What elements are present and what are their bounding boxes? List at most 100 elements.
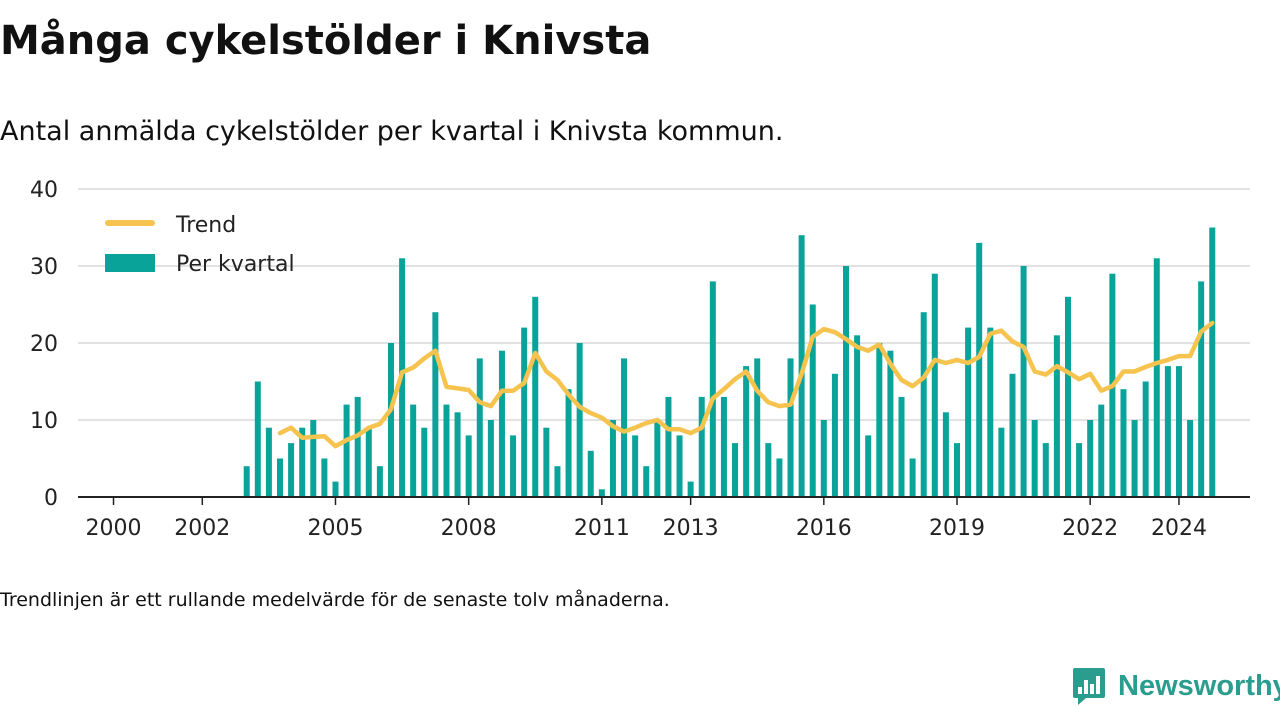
x-tick-label-2008: 2008 bbox=[441, 516, 497, 541]
x-tick-label-2011: 2011 bbox=[574, 516, 630, 541]
y-tick-label-20: 20 bbox=[30, 332, 58, 357]
bar bbox=[776, 458, 783, 497]
grid-lines bbox=[78, 188, 1250, 421]
bar-series bbox=[243, 227, 1216, 497]
bar bbox=[343, 404, 350, 497]
legend-label-per-kvartal: Per kvartal bbox=[176, 252, 295, 277]
bar bbox=[576, 343, 583, 497]
bar bbox=[1053, 335, 1060, 497]
bar bbox=[365, 427, 372, 497]
bar bbox=[465, 435, 472, 497]
bar bbox=[854, 335, 861, 497]
bar bbox=[598, 489, 605, 497]
bar bbox=[276, 458, 283, 497]
bar bbox=[609, 420, 616, 497]
bar bbox=[487, 420, 494, 497]
bar bbox=[676, 435, 683, 497]
bar bbox=[931, 273, 938, 497]
bar bbox=[510, 435, 517, 497]
bar bbox=[698, 396, 705, 497]
bar bbox=[954, 443, 960, 497]
bar bbox=[1209, 227, 1216, 497]
x-tick-label-2013: 2013 bbox=[663, 516, 719, 541]
x-axis: 2000 2002 2005 2008 2011 2013 2016 2019 2022 2024 bbox=[78, 496, 1250, 541]
bar bbox=[243, 466, 250, 497]
bar bbox=[976, 242, 983, 497]
x-tick-label-2000: 2000 bbox=[86, 516, 142, 541]
x-tick-label-2019: 2019 bbox=[929, 516, 985, 541]
bar bbox=[532, 296, 539, 497]
y-tick-label-30: 30 bbox=[30, 255, 58, 280]
bar bbox=[998, 427, 1005, 497]
bar bbox=[743, 366, 750, 497]
bar bbox=[387, 343, 394, 497]
bar bbox=[654, 420, 661, 497]
bar bbox=[1031, 420, 1038, 497]
bar bbox=[321, 458, 328, 497]
brand[interactable]: Newsworthy bbox=[1072, 666, 1280, 706]
bar bbox=[288, 443, 295, 497]
bar bbox=[299, 427, 306, 497]
bar bbox=[1042, 443, 1049, 497]
x-tick-label-2024: 2024 bbox=[1151, 516, 1207, 541]
bar bbox=[565, 389, 572, 497]
bar bbox=[310, 420, 317, 497]
bar bbox=[421, 427, 428, 497]
bar bbox=[820, 420, 827, 497]
bar bbox=[1175, 366, 1182, 497]
bar bbox=[454, 412, 461, 497]
trend-line bbox=[277, 320, 1215, 449]
bar bbox=[754, 358, 761, 497]
bar bbox=[1131, 420, 1138, 497]
legend-label-trend: Trend bbox=[175, 213, 236, 238]
bar bbox=[787, 358, 794, 497]
y-tick-label-10: 10 bbox=[30, 409, 58, 434]
bar bbox=[554, 466, 561, 497]
bar bbox=[332, 481, 339, 497]
chart-title: Många cykelstölder i Knivsta bbox=[0, 18, 652, 64]
bar bbox=[376, 466, 383, 497]
bar bbox=[498, 350, 505, 497]
bar bbox=[354, 396, 361, 497]
bar bbox=[587, 450, 594, 497]
bar bbox=[865, 435, 872, 497]
bar bbox=[432, 312, 439, 497]
bar bbox=[898, 396, 905, 497]
bar bbox=[1187, 420, 1194, 497]
legend-swatch-per-kvartal bbox=[105, 254, 155, 272]
bar bbox=[831, 373, 838, 497]
bar bbox=[1164, 366, 1171, 497]
brand-name: Newsworthy bbox=[1118, 669, 1280, 702]
bar bbox=[987, 327, 994, 497]
y-axis-ticks: 0 10 20 30 40 bbox=[30, 178, 58, 511]
y-tick-label-40: 40 bbox=[30, 178, 58, 203]
bar bbox=[621, 358, 628, 497]
x-tick-label-2022: 2022 bbox=[1062, 516, 1118, 541]
chart-subtitle: Antal anmälda cykelstölder per kvartal i… bbox=[0, 116, 784, 147]
x-tick-label-2005: 2005 bbox=[307, 516, 363, 541]
bar bbox=[1098, 404, 1105, 497]
bar bbox=[1142, 381, 1149, 497]
trend-series bbox=[277, 320, 1215, 449]
y-tick-label-0: 0 bbox=[44, 486, 58, 511]
bar bbox=[476, 358, 483, 497]
bar bbox=[965, 327, 972, 497]
bar bbox=[1076, 443, 1083, 497]
bar bbox=[942, 412, 949, 497]
bar bbox=[543, 427, 550, 497]
bar bbox=[709, 281, 716, 497]
bar bbox=[1120, 389, 1127, 497]
bar bbox=[665, 396, 672, 497]
bar bbox=[876, 343, 883, 497]
bar bbox=[732, 443, 739, 497]
bar bbox=[443, 404, 450, 497]
x-tick-label-2002: 2002 bbox=[174, 516, 230, 541]
footnote: Trendlinjen är ett rullande medelvärde f… bbox=[0, 589, 670, 611]
bar bbox=[632, 435, 639, 497]
bar bbox=[765, 443, 772, 497]
bar bbox=[254, 381, 261, 497]
legend-swatch-trend bbox=[105, 220, 155, 226]
bar bbox=[909, 458, 916, 497]
bar bbox=[1198, 281, 1205, 497]
